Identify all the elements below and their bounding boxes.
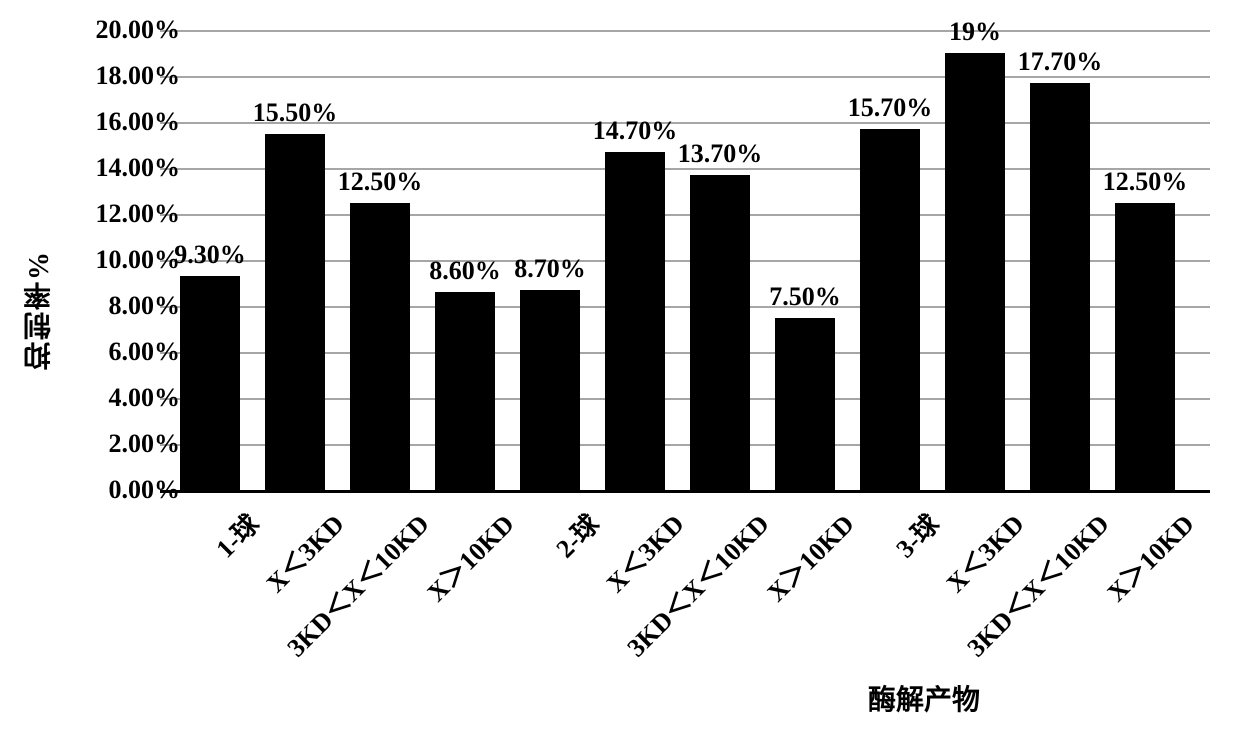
y-tick-label: 2.00% (109, 429, 181, 459)
y-tick-label: 6.00% (109, 337, 181, 367)
bar (520, 290, 580, 490)
bar-value-label: 19% (920, 17, 1030, 47)
y-tick-label: 10.00% (96, 245, 181, 275)
bar-value-label: 12.50% (325, 167, 435, 197)
y-tick-label: 16.00% (96, 107, 181, 137)
bar (180, 276, 240, 490)
bar-value-label: 17.70% (1005, 47, 1115, 77)
chart-container: 抑制率% 酶解产物 9.30%15.50%12.50%8.60%8.70%14.… (0, 0, 1240, 730)
bar-value-label: 12.50% (1090, 167, 1200, 197)
y-tick-label: 4.00% (109, 383, 181, 413)
bar-value-label: 15.50% (240, 98, 350, 128)
bar (690, 175, 750, 490)
gridline (160, 490, 1210, 493)
y-tick-label: 12.00% (96, 199, 181, 229)
bar (350, 203, 410, 491)
bar (605, 152, 665, 490)
x-axis-labels: 1-球X＜3KD3KD＜X＜10KDX＞10KD2-球X＜3KD3KD＜X＜10… (160, 495, 1210, 695)
bars-group: 9.30%15.50%12.50%8.60%8.70%14.70%13.70%7… (160, 30, 1210, 490)
bar-value-label: 7.50% (750, 282, 860, 312)
bar (435, 292, 495, 490)
plot-area: 9.30%15.50%12.50%8.60%8.70%14.70%13.70%7… (160, 30, 1210, 490)
bar (1115, 203, 1175, 491)
bar (860, 129, 920, 490)
bar-value-label: 8.70% (495, 254, 605, 284)
y-tick-label: 18.00% (96, 61, 181, 91)
x-tick-label: X＞10KD (1034, 505, 1202, 673)
y-tick-label: 8.00% (109, 291, 181, 321)
y-tick-label: 20.00% (96, 15, 181, 45)
bar (265, 134, 325, 491)
bar-value-label: 13.70% (665, 139, 775, 169)
bar (945, 53, 1005, 490)
bar-value-label: 15.70% (835, 93, 945, 123)
y-axis-title: 抑制率% (20, 250, 60, 370)
bar (775, 318, 835, 491)
y-tick-label: 0.00% (109, 475, 181, 505)
y-tick-label: 14.00% (96, 153, 181, 183)
bar (1030, 83, 1090, 490)
